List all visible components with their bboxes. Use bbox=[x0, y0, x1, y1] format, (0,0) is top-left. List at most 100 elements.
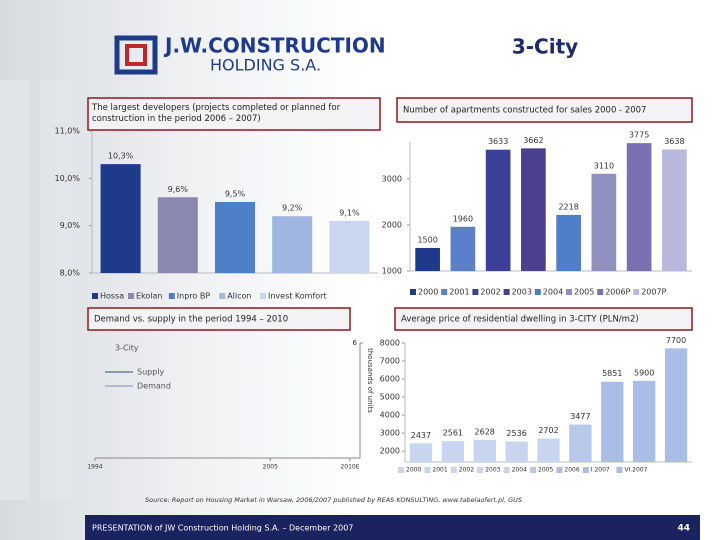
legend-label: 2005 bbox=[574, 288, 594, 297]
legend-label: 2004 bbox=[543, 288, 563, 297]
bar bbox=[537, 438, 560, 462]
legend-label: I.2007 bbox=[591, 467, 610, 474]
value-label: 7700 bbox=[666, 336, 686, 345]
legend-swatch bbox=[582, 467, 589, 473]
legend-label: VI.2007 bbox=[624, 467, 647, 474]
legend-label: 2005 bbox=[538, 467, 553, 474]
bar bbox=[664, 348, 688, 462]
legend-label: 2002 bbox=[459, 467, 474, 474]
legend-swatch bbox=[92, 293, 98, 299]
value-label: 3633 bbox=[488, 137, 508, 146]
y-tick-label: 8000 bbox=[380, 339, 400, 348]
chart-title: Demand vs. supply in the period 1994 – 2… bbox=[94, 315, 288, 325]
legend-label: 2003 bbox=[485, 467, 500, 474]
value-label: 2628 bbox=[475, 427, 495, 436]
bar bbox=[329, 220, 370, 273]
bar bbox=[415, 247, 440, 271]
value-label: 1500 bbox=[417, 235, 437, 244]
bar bbox=[441, 441, 464, 462]
legend-swatch bbox=[556, 467, 563, 473]
value-label: 9,6% bbox=[168, 185, 189, 194]
bar bbox=[556, 214, 581, 271]
page-number: 44 bbox=[677, 524, 690, 534]
legend-label: Hossa bbox=[100, 292, 124, 301]
title-box bbox=[87, 307, 351, 331]
y-tick-label: 11,0% bbox=[55, 127, 81, 136]
y-tick-label: 2000 bbox=[382, 220, 402, 229]
title-box bbox=[394, 307, 693, 331]
chart-title: Number of apartments constructed for sal… bbox=[403, 106, 646, 116]
legend-swatch bbox=[503, 289, 510, 295]
logo: J.W.CONSTRUCTION HOLDING S.A. bbox=[114, 34, 386, 75]
bar bbox=[505, 441, 528, 462]
y-axis-label: thousands of units bbox=[366, 348, 374, 413]
legend-label: 2004 bbox=[512, 467, 527, 474]
footer-text: PRESENTATION of JW Construction Holding … bbox=[92, 524, 353, 533]
legend-label: 2001 bbox=[432, 467, 447, 474]
value-label: 2218 bbox=[558, 202, 578, 211]
value-label: 3477 bbox=[570, 412, 590, 421]
legend-swatch bbox=[566, 289, 572, 295]
legend-label: 2000 bbox=[418, 288, 438, 297]
y-tick-label: 1000 bbox=[382, 267, 402, 276]
value-label: 2561 bbox=[443, 429, 463, 438]
chart-title: Average price of residential dwelling in… bbox=[401, 315, 639, 325]
chart-title: The largest developers (projects complet… bbox=[91, 103, 341, 124]
y-tick-label: 8,0% bbox=[60, 269, 81, 278]
value-label: 2536 bbox=[506, 429, 526, 438]
value-label: 2437 bbox=[411, 431, 431, 440]
bar bbox=[450, 226, 476, 271]
legend-label: 2007P bbox=[641, 288, 666, 297]
value-label: 9,5% bbox=[225, 190, 246, 199]
legend-label: Supply bbox=[137, 368, 165, 377]
value-label: 3775 bbox=[629, 131, 649, 140]
value-label: 9,1% bbox=[339, 208, 360, 217]
legend-title: 3-City bbox=[115, 344, 139, 353]
legend-label: 2002 bbox=[480, 288, 500, 297]
source: Source: Report on Housing Market in Wars… bbox=[145, 496, 522, 504]
bar bbox=[626, 143, 652, 271]
bar bbox=[473, 439, 496, 462]
slide-title: 3-City bbox=[512, 35, 578, 59]
y-tick-label: 2000 bbox=[380, 447, 400, 456]
x-tick-label: 2005 bbox=[263, 464, 278, 471]
legend-swatch bbox=[410, 289, 416, 295]
value-label: 9,2% bbox=[282, 204, 303, 213]
bar bbox=[662, 149, 687, 271]
legend-label: 2006P bbox=[605, 288, 630, 297]
bar bbox=[521, 148, 546, 271]
logo-text: HOLDING S.A. bbox=[210, 56, 321, 75]
legend-swatch bbox=[424, 467, 431, 473]
legend-swatch bbox=[616, 467, 623, 473]
bar bbox=[157, 197, 198, 273]
title-box bbox=[396, 97, 693, 123]
y-tick-label: 4000 bbox=[380, 411, 400, 420]
columns bbox=[0, 80, 75, 500]
y-tick-label: 5000 bbox=[380, 393, 400, 402]
legend-label: Invest Komfort bbox=[268, 292, 327, 301]
bar bbox=[633, 380, 656, 462]
legend-label: Ekolan bbox=[136, 292, 163, 301]
legend-swatch bbox=[260, 293, 266, 299]
legend-label: 2006 bbox=[564, 467, 579, 474]
legend-label: 2001 bbox=[449, 288, 469, 297]
logo-text: J.W.CONSTRUCTION bbox=[163, 34, 386, 58]
value-label: 5851 bbox=[602, 369, 622, 378]
legend-label: 2000 bbox=[406, 467, 421, 474]
legend-label: Inpro BP bbox=[177, 292, 211, 301]
legend-swatch bbox=[503, 467, 510, 473]
legend-swatch bbox=[597, 289, 604, 295]
bar bbox=[409, 443, 433, 462]
y-tick-label: 9,0% bbox=[60, 221, 81, 230]
legend-label: Allcon bbox=[227, 292, 251, 301]
bar bbox=[569, 424, 592, 462]
bar bbox=[485, 149, 511, 271]
bar bbox=[100, 164, 141, 273]
legend-swatch bbox=[441, 289, 448, 295]
value-label: 3110 bbox=[594, 161, 614, 170]
legend-swatch bbox=[472, 289, 479, 295]
title-box bbox=[87, 97, 381, 131]
bar bbox=[214, 202, 256, 273]
value-label: 3662 bbox=[523, 136, 543, 145]
value-label: 10,3% bbox=[108, 152, 134, 161]
